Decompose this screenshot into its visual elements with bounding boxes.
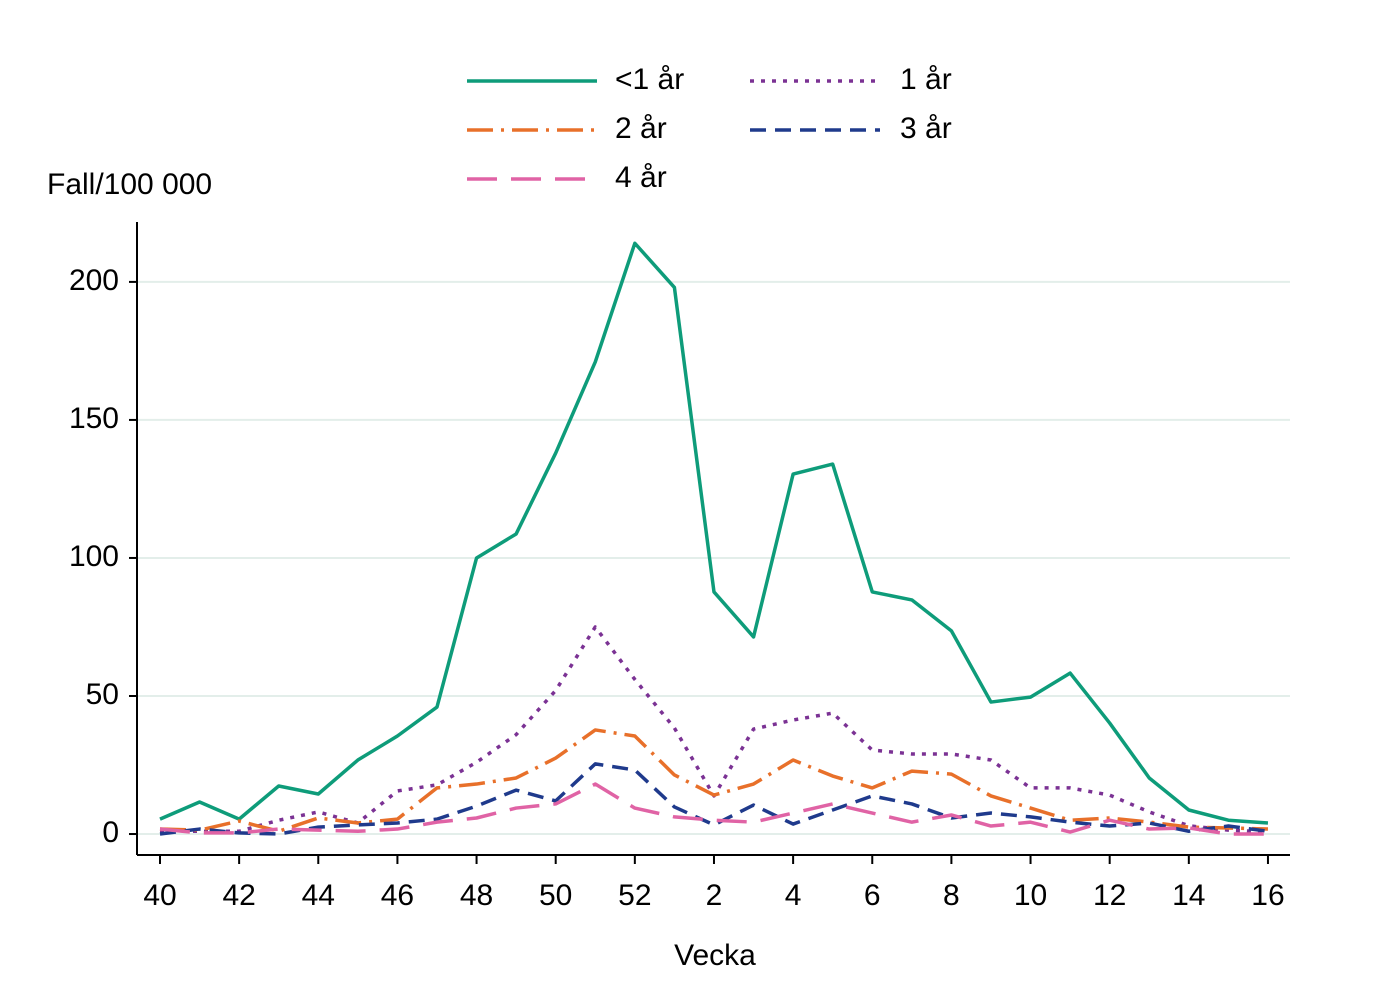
data-line xyxy=(159,241,1269,825)
x-tick-label: 50 xyxy=(539,879,572,912)
data-line xyxy=(159,762,1269,836)
y-tick-label: 50 xyxy=(86,678,119,711)
x-tick-label: 42 xyxy=(222,879,255,912)
data-line xyxy=(159,728,1269,834)
y-tick-label: 100 xyxy=(69,540,119,573)
legend-label: 3 år xyxy=(900,112,952,145)
x-tick-label: 8 xyxy=(943,879,960,912)
legend-label: 2 år xyxy=(615,112,667,145)
legend-label: <1 år xyxy=(615,63,684,96)
y-tick-label: 150 xyxy=(69,402,119,435)
x-tick-label: 48 xyxy=(460,879,493,912)
y-tick-label: 200 xyxy=(69,264,119,297)
x-tick-label: 4 xyxy=(785,879,802,912)
x-axis-label: Vecka xyxy=(674,939,756,972)
y-axis-label: Fall/100 000 xyxy=(47,168,212,201)
x-tick-label: 16 xyxy=(1251,879,1284,912)
legend-label: 4 år xyxy=(615,161,667,194)
x-tick-label: 12 xyxy=(1093,879,1126,912)
x-tick-label: 2 xyxy=(706,879,723,912)
legend-label: 1 år xyxy=(900,63,952,96)
x-tick-label: 10 xyxy=(1014,879,1047,912)
data-line xyxy=(159,782,1268,836)
x-tick-label: 46 xyxy=(381,879,414,912)
x-tick-label: 52 xyxy=(618,879,651,912)
y-tick-label: 0 xyxy=(102,816,119,849)
x-tick-label: 44 xyxy=(302,879,335,912)
x-tick-label: 6 xyxy=(864,879,881,912)
x-tick-label: 40 xyxy=(143,879,176,912)
x-tick-label: 14 xyxy=(1172,879,1205,912)
